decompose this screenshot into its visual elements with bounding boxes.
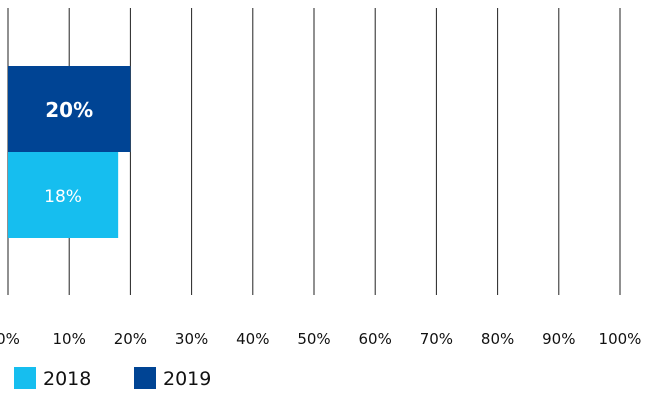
bars (8, 66, 131, 238)
data-labels: 20% 18% (44, 98, 93, 207)
x-tick-label-70: 70% (420, 330, 453, 348)
x-tick-label-20: 20% (114, 330, 147, 348)
gridlines (7, 8, 621, 295)
x-tick-label-0: 0% (0, 330, 20, 348)
x-tick-label-100: 100% (599, 330, 642, 348)
bar-2019 (8, 66, 131, 152)
bar-2018 (8, 152, 119, 238)
legend-swatch-2019 (134, 367, 156, 389)
legend-label-2019: 2019 (163, 368, 211, 390)
x-tick-label-50: 50% (297, 330, 330, 348)
x-tick-label-30: 30% (175, 330, 208, 348)
data-label-2019: 20% (45, 98, 93, 122)
data-label-2018: 18% (44, 187, 82, 207)
legend-swatch-2018 (14, 367, 36, 389)
x-tick-label-90: 90% (542, 330, 575, 348)
legend: 2018 2019 (14, 367, 211, 390)
x-tick-label-80: 80% (481, 330, 514, 348)
x-tick-label-60: 60% (359, 330, 392, 348)
legend-item-2019: 2019 (134, 367, 211, 390)
x-axis-tick-labels: 0% 10% 20% 30% 40% 50% 60% 70% 80% 90% 100% (0, 330, 641, 348)
x-tick-label-40: 40% (236, 330, 269, 348)
x-tick-label-10: 10% (53, 330, 86, 348)
legend-item-2018: 2018 (14, 367, 91, 390)
legend-label-2018: 2018 (43, 368, 91, 390)
